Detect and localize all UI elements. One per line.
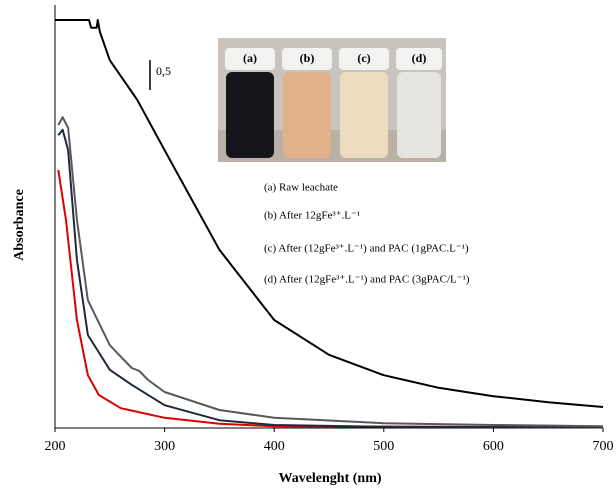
series-line	[57, 128, 604, 429]
legend-entry: (c) After (12gFe³⁺.L⁻¹) and PAC (1gPAC.L…	[264, 243, 469, 255]
x-tick-label: 700	[593, 439, 614, 454]
x-axis-title: Wavelenght (nm)	[278, 471, 381, 486]
photo-label: (b)	[300, 51, 315, 65]
x-tick-label: 500	[373, 439, 394, 454]
scale-bar-label: 0,5	[156, 64, 171, 78]
x-tick-label: 200	[45, 439, 66, 454]
series-line	[57, 116, 604, 428]
photo	[218, 38, 446, 162]
series-line	[57, 169, 604, 429]
x-tick-label: 400	[264, 439, 285, 454]
series-line	[55, 19, 604, 408]
legend-entry: (b) After 12gFe³⁺.L⁻¹	[264, 210, 360, 222]
legend-entry: (a) Raw leachate	[264, 182, 338, 194]
legend-entry: (d) After (12gFe³⁺.L⁻¹) and PAC (3gPAC/L…	[264, 274, 470, 286]
photo-label: (d)	[412, 51, 427, 65]
x-tick-label: 600	[483, 439, 504, 454]
x-tick-label: 300	[154, 439, 175, 454]
y-axis-title: Absorbance	[12, 189, 27, 261]
photo-label: (a)	[243, 51, 257, 65]
photo-label: (c)	[357, 51, 370, 65]
